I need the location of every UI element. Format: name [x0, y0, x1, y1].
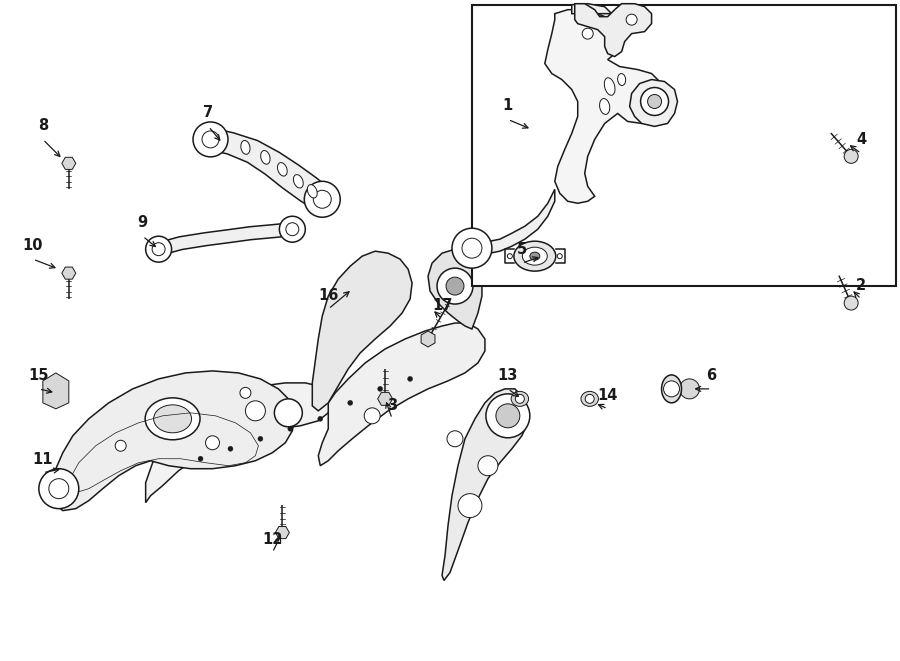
Circle shape	[508, 254, 512, 258]
Circle shape	[347, 401, 353, 405]
Circle shape	[446, 277, 464, 295]
Ellipse shape	[599, 98, 610, 114]
Circle shape	[115, 440, 126, 451]
Circle shape	[246, 401, 266, 421]
Circle shape	[193, 122, 228, 157]
Circle shape	[452, 228, 492, 268]
Ellipse shape	[581, 391, 598, 407]
Circle shape	[447, 431, 463, 447]
Text: 17: 17	[432, 298, 452, 313]
Ellipse shape	[241, 140, 250, 154]
Text: 1: 1	[503, 98, 513, 114]
Polygon shape	[50, 371, 295, 510]
Ellipse shape	[308, 184, 317, 198]
Text: 8: 8	[38, 118, 48, 134]
Text: 2: 2	[856, 278, 866, 293]
Ellipse shape	[604, 78, 615, 95]
Polygon shape	[442, 389, 527, 580]
Circle shape	[39, 469, 79, 508]
Circle shape	[582, 28, 593, 39]
Circle shape	[228, 446, 233, 451]
Circle shape	[313, 190, 331, 208]
Text: 13: 13	[498, 368, 518, 383]
Polygon shape	[210, 129, 329, 210]
Text: 5: 5	[517, 242, 527, 257]
Text: 10: 10	[22, 238, 43, 253]
Polygon shape	[146, 383, 332, 502]
Circle shape	[146, 236, 172, 262]
Circle shape	[378, 387, 382, 391]
Ellipse shape	[662, 375, 681, 403]
Circle shape	[437, 268, 473, 304]
Polygon shape	[544, 10, 668, 204]
Text: 14: 14	[598, 388, 618, 403]
Ellipse shape	[277, 163, 287, 176]
Ellipse shape	[514, 241, 556, 271]
Circle shape	[364, 408, 380, 424]
Polygon shape	[319, 323, 485, 466]
Circle shape	[240, 387, 251, 399]
Polygon shape	[43, 373, 68, 409]
Ellipse shape	[511, 391, 528, 407]
Circle shape	[458, 494, 482, 518]
Circle shape	[279, 216, 305, 242]
Ellipse shape	[522, 247, 547, 265]
Text: 6: 6	[706, 368, 716, 383]
Text: 12: 12	[262, 531, 283, 547]
Text: 15: 15	[29, 368, 50, 383]
Circle shape	[258, 436, 263, 442]
Circle shape	[462, 238, 482, 258]
Ellipse shape	[617, 73, 626, 85]
Ellipse shape	[154, 405, 192, 433]
Circle shape	[486, 394, 530, 438]
Polygon shape	[421, 331, 435, 347]
Circle shape	[641, 87, 669, 116]
Circle shape	[663, 381, 680, 397]
Text: 4: 4	[856, 132, 866, 147]
Polygon shape	[630, 79, 678, 126]
Circle shape	[286, 223, 299, 236]
Circle shape	[198, 456, 203, 461]
Ellipse shape	[530, 252, 540, 260]
Circle shape	[844, 149, 858, 163]
Circle shape	[318, 416, 323, 421]
Polygon shape	[157, 223, 293, 255]
Text: 3: 3	[387, 398, 397, 413]
Circle shape	[408, 376, 412, 381]
Polygon shape	[275, 527, 289, 539]
Circle shape	[680, 379, 699, 399]
Circle shape	[152, 243, 165, 256]
Circle shape	[844, 296, 858, 310]
Text: 7: 7	[203, 106, 213, 120]
Bar	[472, 5, 896, 286]
Polygon shape	[572, 4, 612, 14]
Polygon shape	[575, 4, 652, 57]
Circle shape	[626, 14, 637, 25]
Circle shape	[205, 436, 220, 449]
Circle shape	[202, 131, 219, 148]
Polygon shape	[62, 157, 76, 169]
Polygon shape	[475, 189, 554, 253]
Polygon shape	[428, 249, 482, 329]
Circle shape	[49, 479, 68, 498]
Ellipse shape	[145, 398, 200, 440]
Circle shape	[304, 181, 340, 217]
Text: 11: 11	[32, 451, 53, 467]
Circle shape	[478, 455, 498, 476]
Circle shape	[557, 254, 562, 258]
Ellipse shape	[293, 175, 303, 188]
Text: 16: 16	[318, 288, 338, 303]
Polygon shape	[312, 251, 412, 411]
Circle shape	[585, 395, 594, 403]
Circle shape	[288, 426, 292, 431]
Circle shape	[516, 395, 525, 403]
Ellipse shape	[261, 151, 270, 164]
Circle shape	[274, 399, 302, 427]
Text: 9: 9	[138, 215, 148, 230]
Polygon shape	[378, 393, 392, 405]
Circle shape	[496, 404, 520, 428]
Polygon shape	[62, 267, 76, 279]
Circle shape	[648, 95, 662, 108]
